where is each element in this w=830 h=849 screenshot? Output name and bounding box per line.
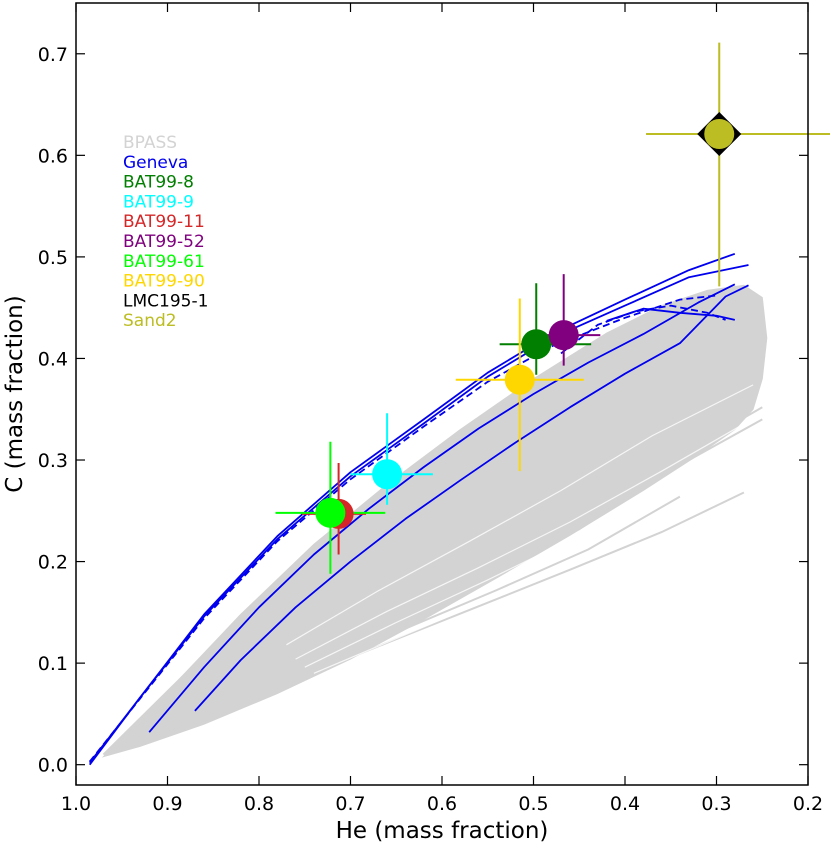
y-tick-label: 0.4 <box>38 348 68 370</box>
x-tick-label: 1.0 <box>61 793 91 815</box>
legend-entry: LMC195-1 <box>123 291 208 311</box>
y-tick-label: 0.0 <box>38 755 68 777</box>
x-tick-label: 0.9 <box>152 793 182 815</box>
geneva-track <box>606 307 735 322</box>
marker-circle <box>504 364 535 395</box>
geneva-track <box>88 264 749 764</box>
geneva-tracks <box>88 252 749 766</box>
y-tick-label: 0.6 <box>38 145 68 167</box>
bpass-track-gap <box>304 424 763 668</box>
legend-entry: Sand2 <box>123 311 177 331</box>
star-markers <box>315 112 742 529</box>
legend-entry: BAT99-9 <box>123 192 194 212</box>
bpass-tracks <box>101 284 768 758</box>
geneva-track <box>194 284 749 712</box>
bpass-track <box>102 339 736 756</box>
x-tick-label: 0.5 <box>518 793 548 815</box>
x-tick-label: 0.8 <box>244 793 274 815</box>
y-tick-label: 0.2 <box>38 552 68 574</box>
legend-entry: Geneva <box>123 153 188 173</box>
bpass-track <box>121 406 763 751</box>
legend-entry: BAT99-11 <box>123 212 205 232</box>
bpass-track <box>130 418 763 748</box>
geneva-track <box>560 304 726 355</box>
marker-circle <box>521 329 552 360</box>
y-tick-label: 0.7 <box>38 44 68 66</box>
x-tick-label: 0.3 <box>701 793 731 815</box>
x-tick-label: 0.6 <box>427 793 457 815</box>
y-axis-title: C (mass fraction) <box>2 295 28 492</box>
legend-entry: BAT99-8 <box>123 173 194 193</box>
x-tick-label: 0.4 <box>610 793 640 815</box>
bpass-track <box>130 467 589 746</box>
legend-entry: BAT99-90 <box>123 272 205 292</box>
geneva-track <box>148 283 736 733</box>
geneva-track <box>88 294 717 763</box>
legend-entry: BAT99-52 <box>123 232 205 252</box>
bpass-track <box>112 491 745 754</box>
legend: BPASSGenevaBAT99-8BAT99-9BAT99-11BAT99-5… <box>123 133 208 331</box>
marker-circle <box>372 459 403 490</box>
bpass-track <box>112 377 754 754</box>
bpass-track <box>139 495 681 744</box>
x-tick-label: 0.2 <box>793 793 823 815</box>
y-tick-label: 0.5 <box>38 247 68 269</box>
marker-circle <box>548 320 579 351</box>
bpass-track-gap <box>295 412 763 660</box>
y-tick-label: 0.1 <box>38 653 68 675</box>
bpass-track-gap <box>286 384 754 646</box>
marker-circle <box>704 119 735 150</box>
x-tick-label: 0.7 <box>335 793 365 815</box>
legend-entry: BPASS <box>123 133 177 153</box>
bpass-track <box>121 505 489 748</box>
marker-circle <box>315 497 346 528</box>
legend-entry: BAT99-61 <box>123 252 205 272</box>
axis-ticks: 1.0 0.9 0.8 0.7 0.6 0.5 0.4 0.3 0.2 0.0 0.1 0.2 0.3 0… <box>38 3 823 815</box>
x-axis-title: He (mass fraction) <box>336 818 549 844</box>
bpass-track-gap <box>313 502 681 674</box>
y-tick-label: 0.3 <box>38 450 68 472</box>
